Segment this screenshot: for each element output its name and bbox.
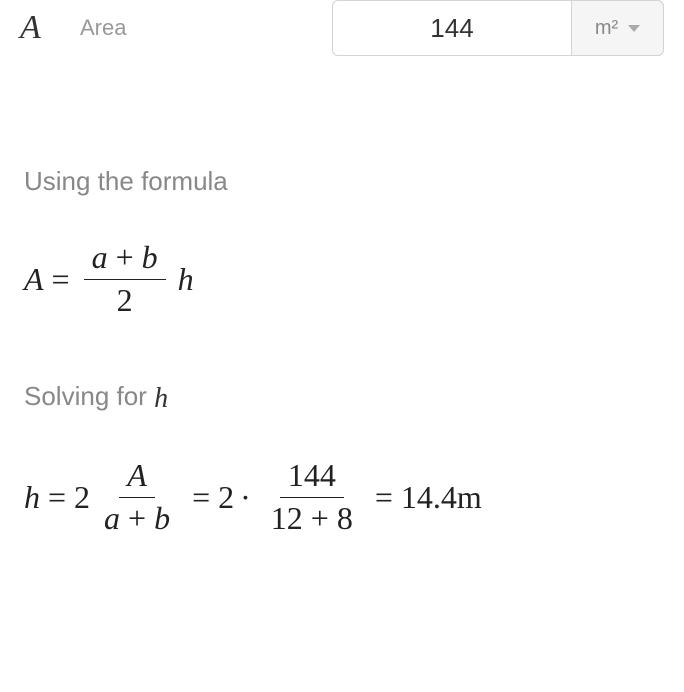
formula-lhs: A <box>24 261 44 298</box>
fraction: a + b 2 <box>84 237 166 321</box>
unit-label: m² <box>595 17 618 40</box>
frac1-den-plus: + <box>128 500 146 536</box>
area-formula: A = a + b 2 h <box>0 237 684 321</box>
sol-coef2: 2 <box>218 479 234 516</box>
fraction-1: A a + b <box>96 455 178 539</box>
sol-lhs: h <box>24 479 40 516</box>
fraction-2: 144 12 + 8 <box>263 455 361 539</box>
equals-sign: = <box>192 479 210 516</box>
frac2-den-b: 8 <box>337 500 353 536</box>
area-value-input[interactable] <box>332 0 572 56</box>
solution-formula: h = 2 A a + b = 2 · 144 12 + 8 = 14.4m <box>0 455 684 539</box>
chevron-down-icon <box>628 25 640 32</box>
frac-num-b: b <box>142 239 158 275</box>
unit-dropdown[interactable]: m² <box>572 0 664 56</box>
frac1-num: A <box>127 457 147 493</box>
using-formula-label: Using the formula <box>0 166 684 197</box>
frac2-num: 144 <box>280 455 344 498</box>
variable-symbol: A <box>20 9 80 47</box>
equals-sign: = <box>48 479 66 516</box>
frac2-den-plus: + <box>311 500 329 536</box>
result-unit: m <box>457 479 482 516</box>
frac-den: 2 <box>109 280 141 322</box>
equals-sign: = <box>375 479 393 516</box>
area-input-row: A Area m² <box>0 0 684 56</box>
frac1-den-b: b <box>154 500 170 536</box>
solving-for-label: Solving for h <box>0 381 684 415</box>
result-value: 14.4 <box>401 479 457 516</box>
solving-var: h <box>154 383 168 414</box>
sol-coef1: 2 <box>74 479 90 516</box>
formula-h: h <box>178 261 194 298</box>
variable-label: Area <box>80 15 126 41</box>
input-group: m² <box>332 0 664 56</box>
solving-prefix: Solving for <box>24 381 154 411</box>
dot-sign: · <box>240 479 251 516</box>
frac1-den-a: a <box>104 500 120 536</box>
frac-num-plus: + <box>116 239 134 275</box>
equals-sign: = <box>52 261 70 298</box>
frac2-den-a: 12 <box>271 500 303 536</box>
frac-num-a: a <box>92 239 108 275</box>
